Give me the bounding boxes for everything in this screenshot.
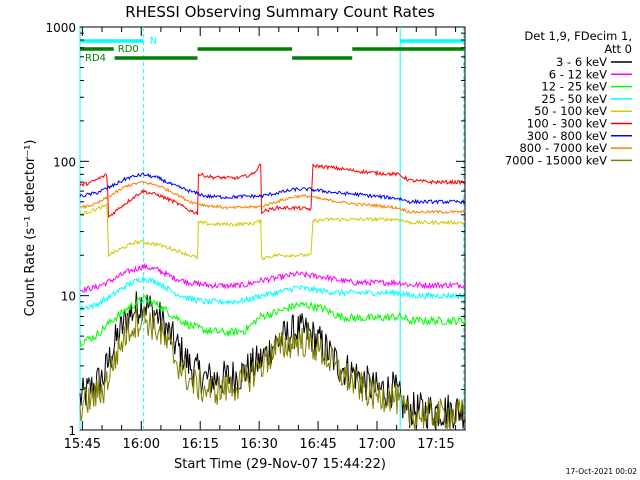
- x-tick-label: 17:00: [358, 437, 395, 452]
- y-tick-label: 1: [68, 424, 76, 438]
- chart-title: RHESSI Observing Summary Count Rates: [125, 3, 435, 21]
- legend-header-line-2: Att 0: [604, 42, 632, 56]
- x-tick-label: 15:45: [64, 437, 101, 452]
- legend-entry-label: 25 - 50 keV: [541, 92, 607, 106]
- legend-entry-label: 6 - 12 keV: [549, 67, 607, 81]
- series-line: [79, 202, 466, 261]
- series-line: [79, 305, 466, 431]
- y-tick-label: 1000: [45, 21, 76, 35]
- flag-label: RD4: [85, 53, 106, 64]
- series-lines: [79, 163, 466, 431]
- attenuator-flags: N RD0 RD4: [80, 36, 464, 64]
- series-line: [79, 172, 466, 205]
- legend-entry-label: 50 - 100 keV: [534, 104, 607, 118]
- legend-entry-label: 7000 - 15000 keV: [505, 153, 607, 167]
- x-axis-label: Start Time (29-Nov-07 15:44:22): [174, 457, 386, 472]
- x-axis-ticks: 15:45 16:00 16:15 16:30 16:45 17:00 17:15: [64, 27, 457, 452]
- series-line: [79, 180, 466, 215]
- y-axis-ticks: 1 10 100 1000: [45, 21, 465, 438]
- flag-label: N: [150, 36, 157, 47]
- y-tick-label: 10: [61, 290, 76, 304]
- series-line: [79, 276, 466, 311]
- flag-label: RD0: [118, 44, 139, 55]
- x-tick-label: 16:00: [123, 437, 160, 452]
- series-line: [79, 294, 466, 347]
- legend-entry-label: 100 - 300 keV: [527, 117, 607, 131]
- legend-header-line-1: Det 1,9, FDecim 1,: [524, 29, 632, 43]
- series-line: [79, 262, 466, 294]
- x-tick-label: 16:15: [181, 437, 218, 452]
- vertical-markers: [79, 27, 465, 430]
- legend-entry-label: 3 - 6 keV: [556, 55, 607, 69]
- legend-entry-label: 12 - 25 keV: [541, 80, 607, 94]
- y-axis-label: Count Rate (s⁻¹ detector⁻¹): [23, 140, 38, 317]
- x-tick-label: 16:30: [240, 437, 277, 452]
- footer-timestamp: 17-Oct-2021 00:02: [566, 467, 637, 476]
- y-tick-label: 100: [53, 155, 76, 169]
- x-tick-label: 17:15: [417, 437, 454, 452]
- legend-entry-label: 800 - 7000 keV: [519, 141, 607, 155]
- plot-frame: [79, 26, 466, 431]
- series-line: [79, 163, 466, 219]
- legend-entry-label: 300 - 800 keV: [527, 129, 607, 143]
- x-tick-label: 16:45: [299, 437, 336, 452]
